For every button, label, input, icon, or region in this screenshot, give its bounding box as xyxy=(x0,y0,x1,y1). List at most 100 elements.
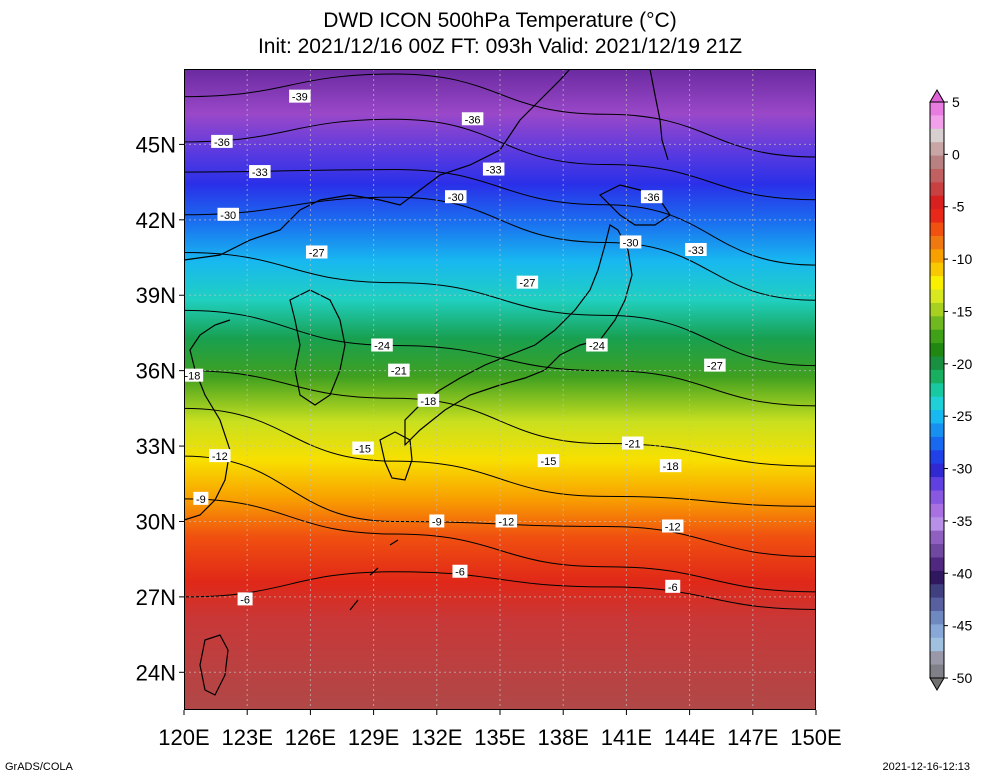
contour-label-box xyxy=(371,338,393,352)
contour-value-label: -30 xyxy=(445,190,467,204)
contour-label-text: -24 xyxy=(374,341,390,353)
contour-label-box xyxy=(445,190,467,204)
colorbar-swatch xyxy=(930,637,944,652)
contour-label-box xyxy=(621,436,644,450)
contour-label-box xyxy=(452,564,468,578)
colorbar-swatch xyxy=(930,450,944,465)
contour-label-box xyxy=(352,441,374,455)
isotherm-line xyxy=(184,407,816,507)
contour-label-box xyxy=(619,235,642,249)
contour-label-box xyxy=(305,245,328,259)
contour-label-text: -18 xyxy=(184,371,200,383)
contour-label-text: -27 xyxy=(309,248,325,260)
sakhalin-coast xyxy=(649,69,669,161)
colorbar-swatch xyxy=(930,262,944,277)
contour-value-label: -36 xyxy=(461,112,484,126)
colorbar-label: -20 xyxy=(952,356,972,372)
colorbar-swatch xyxy=(930,329,944,344)
contour-label-text: -12 xyxy=(665,521,681,533)
contour-label-text: -21 xyxy=(391,366,407,378)
colorbar-label: 5 xyxy=(952,94,960,110)
contour-label-box xyxy=(289,89,311,103)
lon-tick-label: 132E xyxy=(411,725,462,750)
contour-value-label: -9 xyxy=(429,514,445,528)
colorbar-swatch xyxy=(930,597,944,612)
contour-value-label: -33 xyxy=(482,162,505,177)
contour-label-box xyxy=(586,338,608,352)
colorbar-swatch xyxy=(930,115,944,130)
footer-timestamp: 2021-12-16-12:13 xyxy=(882,761,970,773)
isotherm-line xyxy=(184,196,816,301)
colorbar-label: -40 xyxy=(952,565,972,581)
contour-label-text: -36 xyxy=(214,137,230,149)
contour-value-label: -39 xyxy=(289,89,311,104)
colorbar-swatch xyxy=(930,222,944,237)
contour-label-box xyxy=(249,165,271,179)
colorbar-swatch xyxy=(930,664,944,679)
contour-label-text: -6 xyxy=(240,594,250,606)
lon-tick-label: 147E xyxy=(727,725,778,750)
contour-label-box xyxy=(209,449,231,463)
contour-label-box xyxy=(640,190,663,204)
contour-value-label: -24 xyxy=(371,338,393,353)
colorbar-label: -25 xyxy=(952,408,972,424)
contour-labels: -39 -36 -36 -36 -33 -33 -33 -30 -30 -30 -27 -27 -27 -… xyxy=(184,89,726,606)
lat-tick-label: 24N xyxy=(136,660,176,685)
colorbar-bottom-arrow xyxy=(929,677,945,691)
colorbar-swatch xyxy=(930,102,944,116)
contour-label-box xyxy=(417,393,440,407)
colorbar-top-arrow xyxy=(929,89,945,103)
colorbar-swatch xyxy=(930,463,944,478)
colorbar-swatch xyxy=(930,356,944,371)
contour-label-box xyxy=(516,275,539,289)
colorbar-swatch xyxy=(930,369,944,384)
lon-tick-label: 135E xyxy=(474,725,525,750)
lon-tick-label: 129E xyxy=(348,725,399,750)
colorbar-swatch xyxy=(930,128,944,143)
map-title: DWD ICON 500hPa Temperature (°C) xyxy=(323,9,677,32)
lat-tick-label: 45N xyxy=(136,132,176,157)
colorbar-swatch xyxy=(930,517,944,532)
contour-label-text: -27 xyxy=(707,361,723,373)
contour-label-box xyxy=(429,514,445,528)
colorbar-swatch xyxy=(930,168,944,183)
contour-label-text: -36 xyxy=(465,114,481,126)
contour-label-box xyxy=(184,368,204,382)
colorbar-swatch xyxy=(930,503,944,518)
contour-value-label: -18 xyxy=(184,368,204,383)
lat-lon-gridlines xyxy=(184,69,816,710)
contour-label-box xyxy=(665,579,681,593)
contour-label-box xyxy=(704,358,726,372)
lon-tick-label: 138E xyxy=(538,725,589,750)
colorbar-swatch xyxy=(930,396,944,411)
japan-honshu-coast xyxy=(404,224,633,447)
contour-label-text: -12 xyxy=(212,451,228,463)
colorbar-swatch xyxy=(930,436,944,451)
colorbar-swatch xyxy=(930,651,944,666)
colorbar-swatch xyxy=(930,302,944,317)
isotherm-line xyxy=(184,455,816,558)
colorbar-label: -10 xyxy=(952,251,972,267)
china-coast xyxy=(184,319,231,521)
colorbar-swatch xyxy=(930,209,944,224)
contour-value-label: -12 xyxy=(209,449,231,463)
contour-label-box xyxy=(661,519,684,533)
contour-value-label: -27 xyxy=(516,275,539,290)
contour-label-box xyxy=(659,459,682,473)
contour-value-label: -36 xyxy=(640,190,663,204)
contour-label-text: -9 xyxy=(432,516,442,528)
contour-label-text: -15 xyxy=(355,444,371,456)
colorbar-swatch xyxy=(930,423,944,438)
contour-label-text: -33 xyxy=(252,167,268,179)
lon-tick-label: 141E xyxy=(601,725,652,750)
contour-value-label: -21 xyxy=(388,363,410,378)
colorbar-swatch xyxy=(930,490,944,505)
contour-label-text: -39 xyxy=(292,92,308,104)
contour-label-text: -18 xyxy=(420,396,436,408)
contour-value-label: -9 xyxy=(193,491,209,506)
contour-value-label: -15 xyxy=(537,454,560,468)
contour-value-label: -18 xyxy=(659,459,682,473)
contour-value-label: -18 xyxy=(417,393,440,408)
contour-label-box xyxy=(211,134,233,148)
